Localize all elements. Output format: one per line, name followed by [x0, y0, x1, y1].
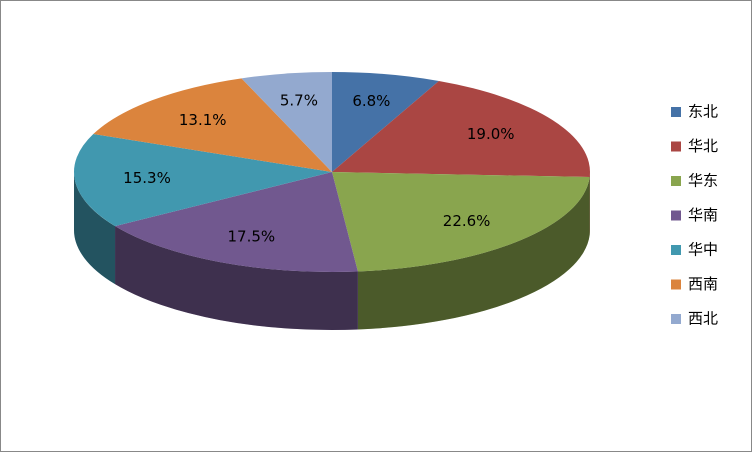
legend-swatch [671, 279, 681, 290]
slice [93, 78, 332, 172]
data-label: 15.3% [123, 169, 171, 187]
slice [332, 80, 590, 178]
legend-swatch [671, 210, 681, 221]
legend-swatch [671, 176, 681, 186]
data-label: 6.8% [352, 92, 390, 110]
data-label: 5.7% [280, 92, 318, 110]
legend-swatch [671, 245, 681, 255]
legend-label: 西南 [688, 275, 718, 293]
data-label: 19.0% [467, 125, 515, 143]
slice [73, 134, 332, 227]
slice-side-shade [74, 172, 116, 285]
legend-swatch [671, 107, 681, 117]
legend-label: 东北 [688, 103, 718, 121]
slice [332, 172, 590, 272]
slice-side [357, 177, 590, 330]
legend-label: 华东 [688, 172, 718, 190]
legend-label: 西北 [688, 310, 718, 328]
slice-side [74, 172, 116, 285]
slice [115, 172, 358, 272]
legend-swatch [671, 314, 681, 324]
slice-side-shade [357, 177, 590, 330]
data-label: 22.6% [443, 212, 491, 230]
data-label: 17.5% [227, 227, 275, 245]
slice [241, 72, 332, 172]
legend-label: 华中 [688, 241, 718, 259]
legend-label: 华北 [688, 137, 718, 155]
legend-label: 华南 [688, 206, 718, 224]
legend-swatch [671, 141, 681, 152]
data-label: 13.1% [179, 111, 227, 129]
slice-side-shade [115, 226, 358, 330]
slice-side [115, 226, 358, 330]
slice [332, 72, 439, 172]
